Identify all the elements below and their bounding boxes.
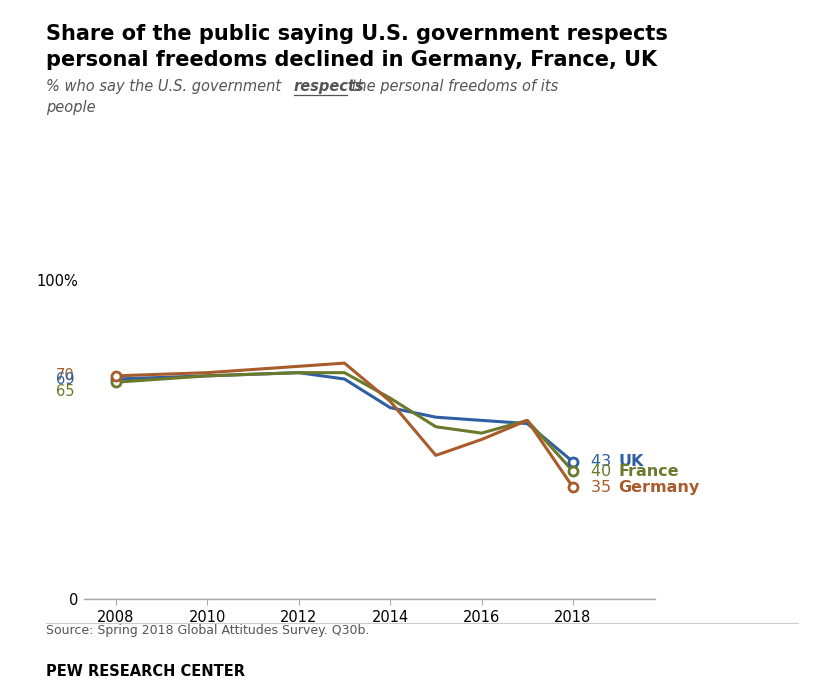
Text: PEW RESEARCH CENTER: PEW RESEARCH CENTER bbox=[46, 663, 245, 679]
Text: 70: 70 bbox=[56, 368, 75, 383]
Text: France: France bbox=[618, 464, 680, 479]
Text: people: people bbox=[46, 100, 96, 116]
Text: personal freedoms declined in Germany, France, UK: personal freedoms declined in Germany, F… bbox=[46, 50, 658, 70]
Text: 65: 65 bbox=[56, 384, 75, 400]
Text: the personal freedoms of its: the personal freedoms of its bbox=[347, 79, 558, 95]
Text: 35: 35 bbox=[591, 480, 617, 495]
Text: 69: 69 bbox=[56, 372, 75, 386]
Text: Source: Spring 2018 Global Attitudes Survey. Q30b.: Source: Spring 2018 Global Attitudes Sur… bbox=[46, 624, 370, 637]
Text: % who say the U.S. government: % who say the U.S. government bbox=[46, 79, 286, 95]
Text: Germany: Germany bbox=[618, 480, 700, 495]
Text: Share of the public saying U.S. government respects: Share of the public saying U.S. governme… bbox=[46, 24, 668, 45]
Text: 40: 40 bbox=[591, 464, 617, 479]
Text: UK: UK bbox=[618, 454, 644, 469]
Text: 43: 43 bbox=[591, 454, 617, 469]
Text: respects: respects bbox=[294, 79, 365, 95]
